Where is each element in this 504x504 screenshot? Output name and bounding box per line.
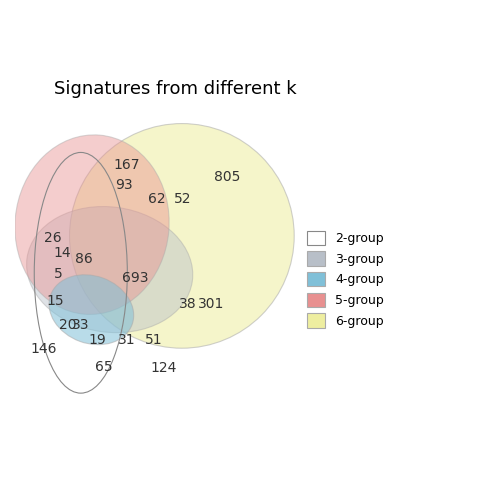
Text: 146: 146 (30, 342, 56, 356)
Text: 33: 33 (72, 318, 90, 332)
Text: 93: 93 (115, 177, 133, 192)
Text: 124: 124 (150, 361, 176, 375)
Text: 31: 31 (118, 333, 136, 347)
Ellipse shape (15, 135, 169, 314)
Text: 15: 15 (46, 294, 64, 308)
Text: 301: 301 (198, 297, 224, 311)
Text: 51: 51 (145, 333, 162, 347)
Text: 805: 805 (214, 170, 240, 184)
Text: 65: 65 (95, 359, 113, 373)
Text: 19: 19 (89, 333, 107, 347)
Text: 167: 167 (113, 158, 140, 172)
Text: 26: 26 (44, 231, 61, 245)
Text: 62: 62 (148, 192, 166, 206)
Title: Signatures from different k: Signatures from different k (54, 80, 297, 98)
Legend: 2-group, 3-group, 4-group, 5-group, 6-group: 2-group, 3-group, 4-group, 5-group, 6-gr… (304, 227, 388, 332)
Text: 38: 38 (179, 297, 197, 311)
Ellipse shape (70, 123, 294, 348)
Text: 52: 52 (174, 192, 192, 206)
Ellipse shape (49, 275, 134, 345)
Text: 86: 86 (75, 253, 93, 266)
Text: 14: 14 (54, 246, 71, 260)
Text: 20: 20 (58, 318, 76, 332)
Ellipse shape (27, 207, 193, 333)
Text: 5: 5 (54, 268, 62, 281)
Text: 693: 693 (122, 271, 149, 285)
